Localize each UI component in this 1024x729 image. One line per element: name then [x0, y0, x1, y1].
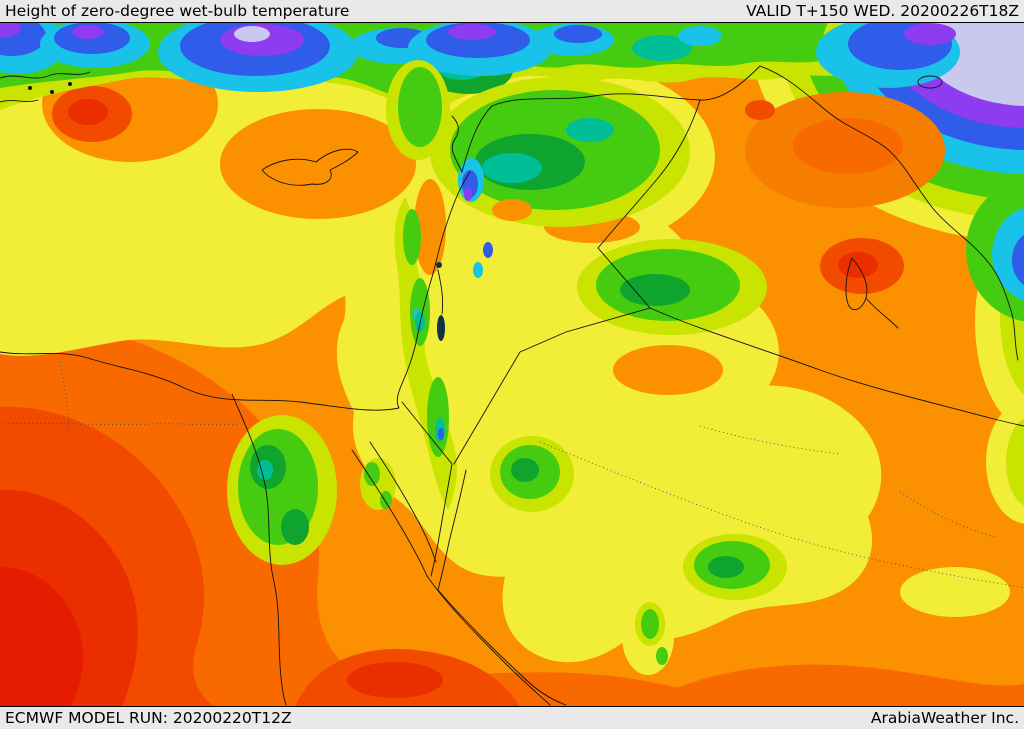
egypt-israel-border: [401, 401, 453, 465]
cyprus-coastline: [261, 148, 359, 186]
valid-time-label: VALID T+150 WED. 20200226T18Z: [746, 2, 1019, 20]
weather-map: [0, 22, 1024, 707]
map-title: Height of zero-degree wet-bulb temperatu…: [5, 2, 350, 20]
contour-warm-south: [0, 321, 1024, 707]
nile-river: [231, 393, 287, 706]
attribution-label: ArabiaWeather Inc.: [870, 709, 1019, 727]
iraq-iran-border: [759, 65, 1019, 361]
jordan-saudi-border: [453, 247, 651, 465]
map-bottom-frame: [0, 706, 1024, 707]
turkey-syria-border: [461, 65, 761, 173]
map-top-frame: [0, 22, 1024, 23]
weather-map-image: [0, 22, 1024, 707]
footer-bar: ECMWF MODEL RUN: 20200220T12Z ArabiaWeat…: [0, 707, 1024, 729]
dotted-admin-borders: [0, 361, 1024, 589]
syria-iraq-border: [597, 99, 701, 249]
contour-right-edge-bands: [966, 178, 1024, 524]
mediterranean-coastline: [0, 171, 471, 411]
model-run-label: ECMWF MODEL RUN: 20200220T12Z: [5, 709, 292, 727]
persian-gulf-coastline: [845, 257, 868, 311]
header-bar: Height of zero-degree wet-bulb temperatu…: [0, 0, 1024, 22]
aegean-islands: [28, 82, 72, 94]
lakes: [436, 262, 445, 341]
country-borders: [0, 65, 1024, 706]
iraq-saudi-border: [649, 307, 1024, 427]
red-sea-coastlines: [426, 575, 551, 706]
